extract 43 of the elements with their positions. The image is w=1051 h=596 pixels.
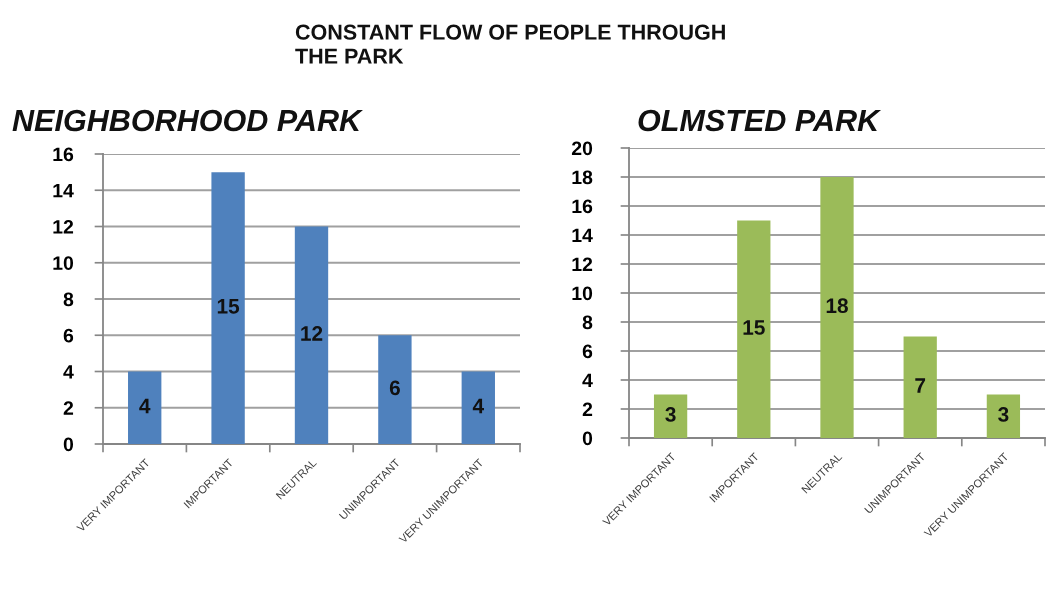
- data-label: 15: [743, 320, 765, 335]
- y-tick-label: 6: [63, 328, 74, 343]
- y-tick-label: 4: [582, 373, 593, 388]
- data-label: 15: [217, 299, 240, 314]
- data-label: 3: [998, 407, 1009, 422]
- y-tick-label: 10: [53, 256, 74, 270]
- y-tick-label: 18: [572, 170, 593, 185]
- bar: [294, 226, 329, 444]
- bar: [737, 220, 771, 438]
- y-tick-label: 20: [571, 141, 593, 156]
- y-tick-label: 2: [582, 402, 593, 417]
- y-tick-label: 12: [572, 257, 593, 272]
- y-tick-label: 16: [53, 147, 74, 162]
- y-tick-label: 12: [53, 219, 74, 234]
- chart-title: OLMSTED PARK: [638, 109, 882, 132]
- bar: [653, 394, 688, 438]
- data-label: 6: [389, 380, 400, 396]
- data-label: 4: [472, 398, 484, 414]
- bar: [128, 371, 162, 444]
- y-tick-label: 6: [582, 344, 593, 359]
- bar: [903, 336, 937, 438]
- y-tick-label: 4: [63, 365, 74, 379]
- bar: [986, 394, 1021, 438]
- y-tick-label: 16: [572, 199, 593, 214]
- y-tick-label: 14: [572, 228, 593, 243]
- bar: [378, 335, 412, 444]
- bar: [461, 371, 495, 444]
- y-tick-label: 10: [572, 286, 593, 301]
- bar: [820, 177, 854, 438]
- y-tick-label: 0: [63, 437, 74, 452]
- y-tick-label: 14: [53, 183, 74, 198]
- y-tick-label: 2: [63, 401, 74, 415]
- text: CONSTANT FLOW OF PEOPLE THROUGH THE PARK: [295, 24, 725, 64]
- data-label: 7: [915, 378, 926, 393]
- data-label: 3: [665, 407, 676, 422]
- bar: [211, 172, 245, 444]
- y-tick-label: 8: [63, 292, 74, 307]
- data-label: 18: [826, 298, 848, 314]
- data-label: 12: [301, 326, 323, 341]
- y-tick-label: 0: [582, 431, 593, 446]
- data-label: 4: [139, 398, 151, 414]
- y-tick-label: 8: [582, 315, 593, 330]
- chart-title: NEIGHBORHOOD PARK: [12, 109, 363, 132]
